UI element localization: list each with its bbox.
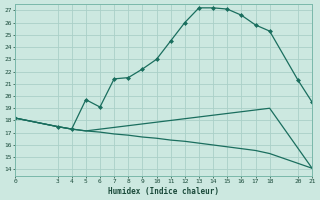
X-axis label: Humidex (Indice chaleur): Humidex (Indice chaleur)	[108, 187, 219, 196]
